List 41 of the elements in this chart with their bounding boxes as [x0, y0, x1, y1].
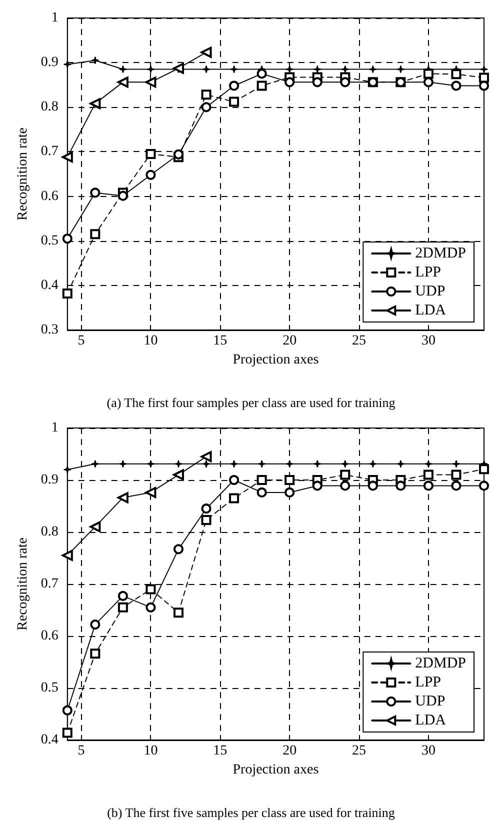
x-tick-label: 5	[78, 334, 85, 348]
legend-label: UDP	[415, 694, 446, 710]
x-tick-label: 20	[282, 334, 297, 348]
y-tick-label: 0.9	[40, 472, 58, 488]
legend-label: LDA	[415, 302, 446, 318]
y-tick-label: 0.7	[40, 576, 58, 592]
text: (b) The first five samples per class are used for training	[107, 805, 396, 820]
x-tick-label: 10	[144, 334, 158, 348]
text: (a) The first four samples per class are used for training	[106, 395, 396, 410]
y-axis-title: Recognition rate	[16, 128, 30, 220]
x-tick-label: 25	[352, 744, 366, 758]
y-tick-label: 0.5	[40, 680, 58, 696]
legend-label: LPP	[415, 674, 442, 690]
x-tick-label: 25	[352, 334, 366, 348]
legend-label: LPP	[415, 264, 442, 280]
y-tick-label: 1	[51, 420, 58, 436]
legend-label: 2DMDP	[415, 246, 466, 262]
y-tick-label: 0.7	[40, 144, 58, 160]
x-tick-label: 10	[144, 744, 158, 758]
x-axis-title: Projection axes	[232, 352, 319, 368]
x-axis-title: Projection axes	[232, 762, 319, 778]
y-tick-label: 0.4	[40, 732, 58, 748]
x-tick-label: 15	[213, 334, 228, 348]
legend-label: LDA	[415, 712, 446, 728]
legend-label: UDP	[415, 284, 446, 300]
y-tick-label: 0.5	[40, 233, 58, 248]
y-tick-label: 1	[51, 10, 58, 26]
y-tick-label: 0.3	[40, 322, 58, 338]
y-tick-label: 0.6	[40, 188, 58, 204]
x-tick-label: 20	[282, 744, 297, 758]
y-tick-label: 0.8	[40, 524, 58, 540]
x-tick-label: 30	[421, 744, 436, 758]
legend-label: 2DMDP	[415, 656, 466, 672]
y-tick-label: 0.8	[40, 100, 58, 115]
y-tick-label: 0.9	[40, 55, 58, 70]
y-axis-title: Recognition rate	[16, 538, 30, 630]
y-tick-label: 0.4	[40, 278, 58, 293]
x-tick-label: 15	[213, 744, 228, 758]
x-tick-label: 30	[421, 334, 436, 348]
x-tick-label: 5	[78, 744, 85, 758]
y-tick-label: 0.6	[40, 628, 58, 644]
